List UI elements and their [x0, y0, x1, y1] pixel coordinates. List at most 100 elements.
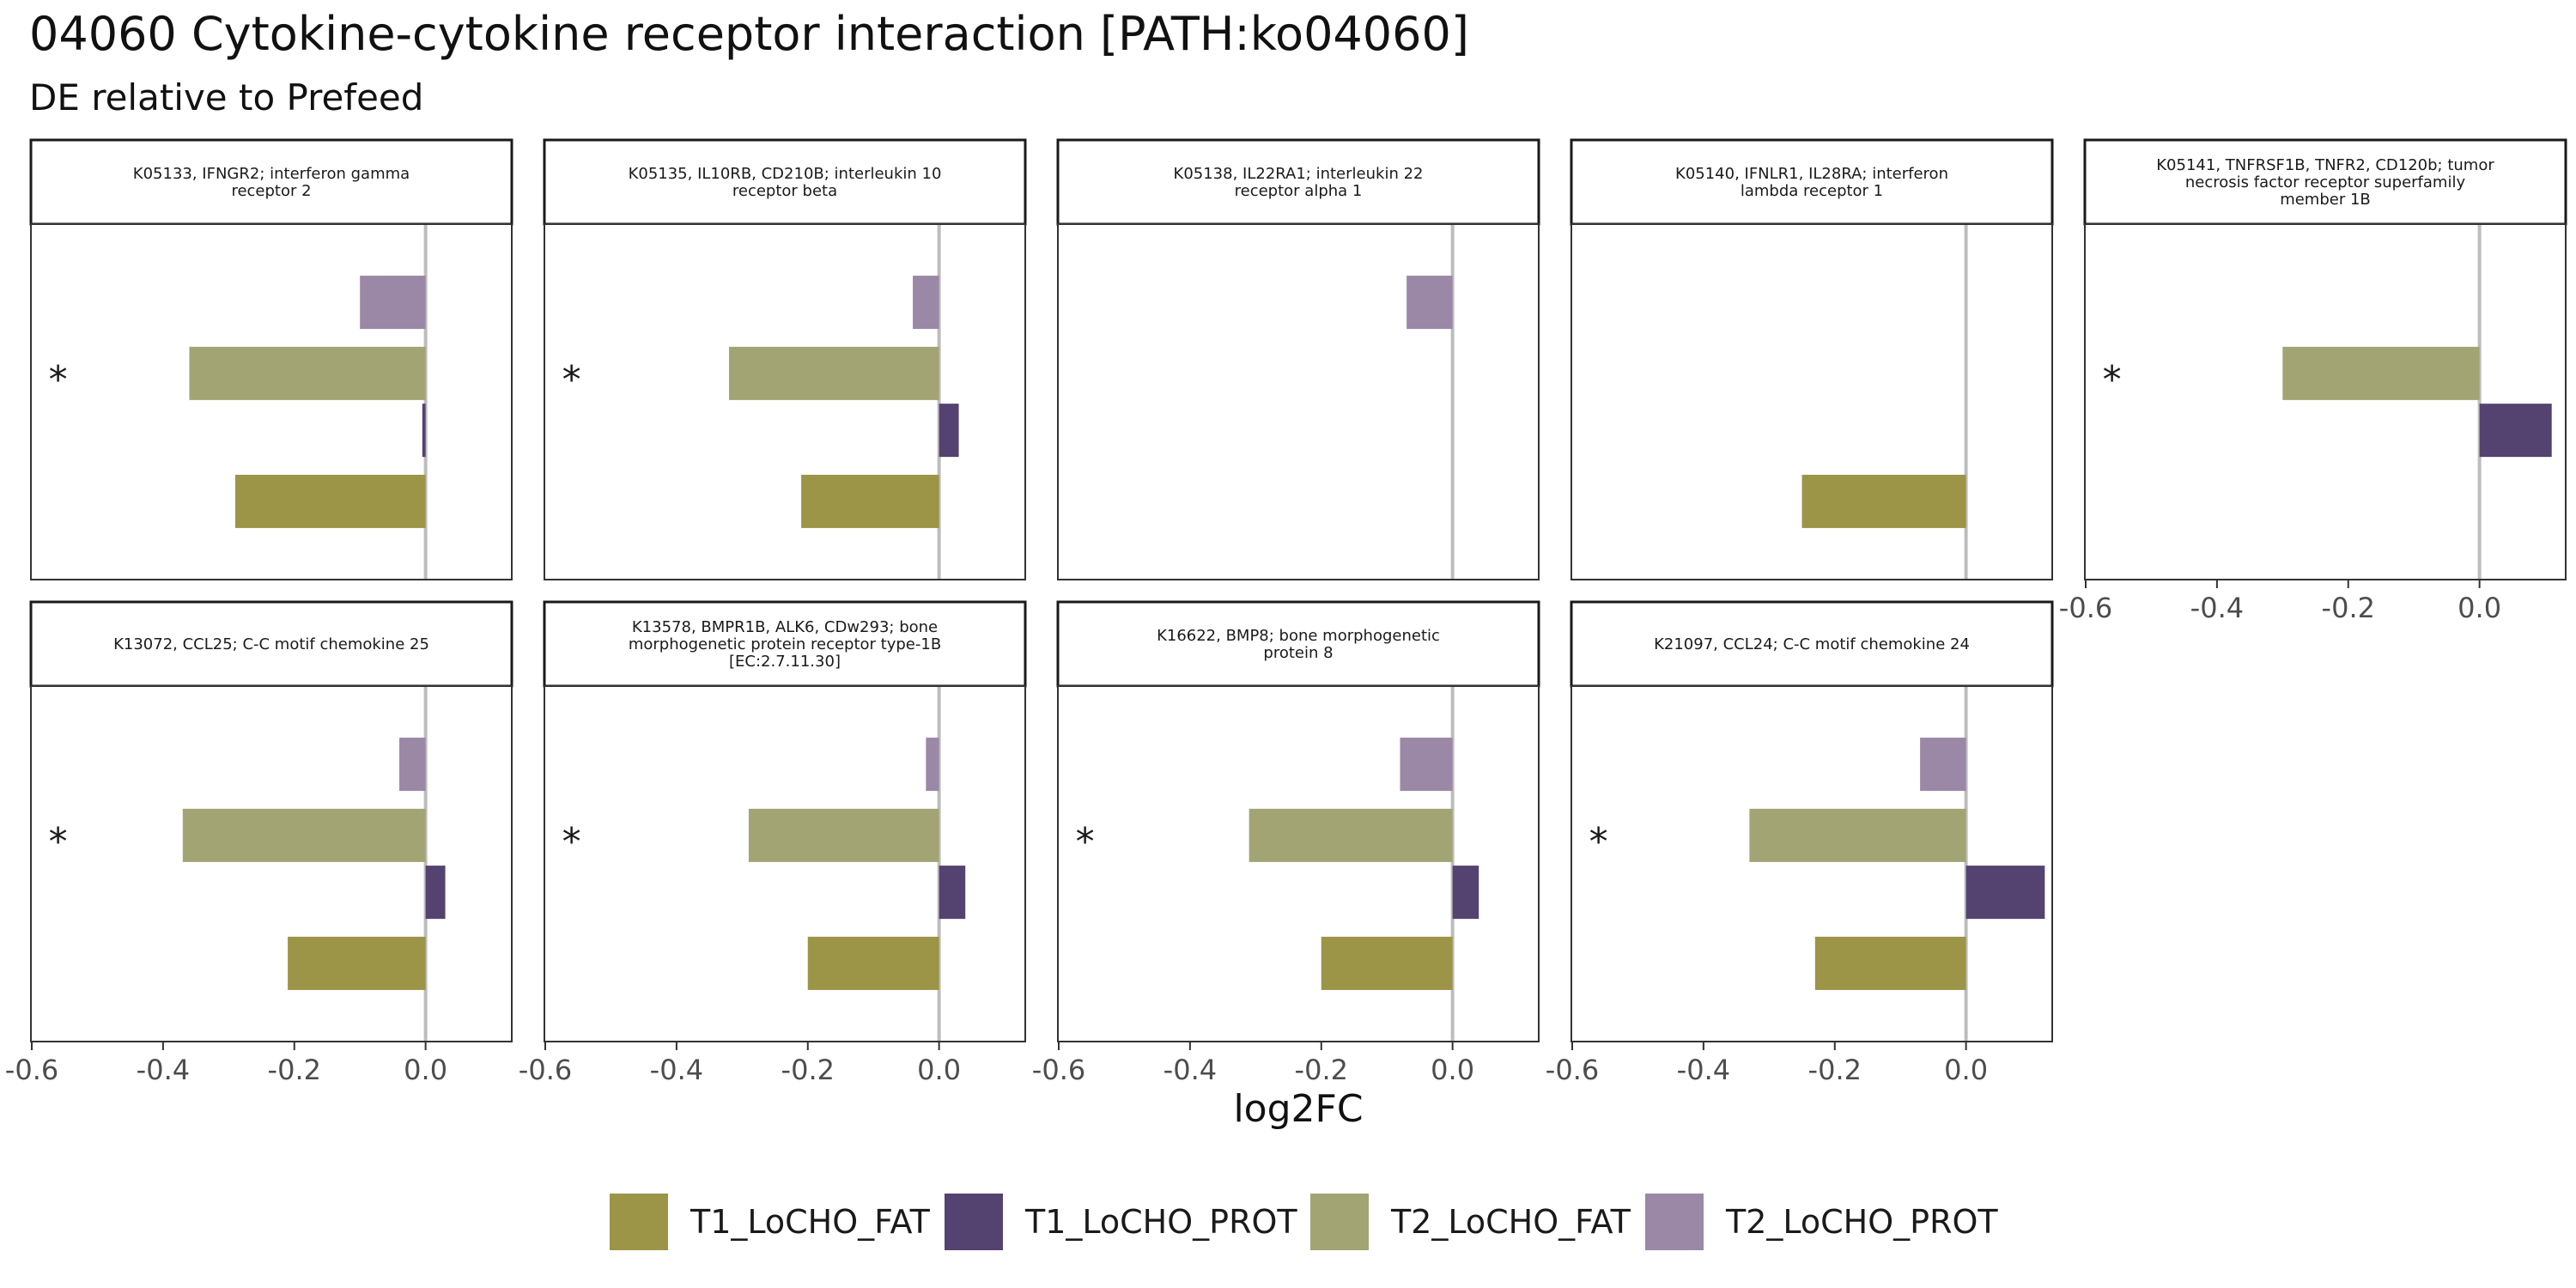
- facet-label: K13072, CCL25; C-C motif chemokine 25: [113, 635, 429, 653]
- bar-t1-locho-prot: [2479, 404, 2552, 458]
- bar-t1-locho-prot: [425, 866, 446, 920]
- facet-label: receptor alpha 1: [1235, 182, 1363, 200]
- facet-label: K16622, BMP8; bone morphogenetic: [1157, 627, 1440, 645]
- x-tick-label: 0.0: [1431, 1054, 1474, 1086]
- facet-strip: [543, 600, 1027, 688]
- x-tick-label: -0.6: [1546, 1054, 1599, 1086]
- bar-t1-locho-fat: [234, 474, 426, 528]
- facet-label: member 1B: [2280, 191, 2371, 209]
- bar-t2-locho-prot: [1406, 276, 1453, 330]
- facet-panel: K16622, BMP8; bone morphogeneticprotein …: [1032, 600, 1540, 1086]
- bar-t2-locho-fat: [748, 808, 939, 862]
- legend-item: T2_LoCHO_FAT: [1310, 1194, 1631, 1250]
- panel-frame: [544, 223, 1026, 580]
- x-tick-label: -0.4: [1163, 1054, 1217, 1086]
- facet-label: K21097, CCL24; C-C motif chemokine 24: [1654, 635, 1970, 653]
- facet-label: protein 8: [1263, 644, 1333, 662]
- facet-panel: K05133, IFNGR2; interferon gammareceptor…: [29, 138, 513, 580]
- bar-t1-locho-fat: [288, 936, 426, 990]
- legend-swatch: [945, 1194, 1003, 1250]
- significance-star: *: [49, 820, 68, 864]
- x-tick-label: -0.6: [1032, 1054, 1085, 1086]
- facet-panel: K05135, IL10RB, CD210B; interleukin 10re…: [543, 138, 1027, 580]
- facet-label: K05141, TNFRSF1B, TNFR2, CD120b; tumor: [2156, 156, 2494, 174]
- facet-panel: K13578, BMPR1B, ALK6, CDw293; bonemorpho…: [519, 600, 1027, 1086]
- facet-label: lambda receptor 1: [1741, 182, 1883, 200]
- x-tick-label: -0.2: [781, 1054, 835, 1086]
- x-tick-label: 0.0: [1944, 1054, 1988, 1086]
- chart-subtitle: DE relative to Prefeed: [29, 76, 423, 118]
- x-tick-label: -0.4: [2190, 592, 2244, 624]
- panel-frame: [30, 685, 513, 1042]
- legend-label: T2_LoCHO_PROT: [1725, 1203, 1998, 1241]
- facet-label: K05138, IL22RA1; interleukin 22: [1174, 165, 1424, 183]
- bar-t1-locho-prot: [1965, 866, 2045, 920]
- legend-label: T2_LoCHO_FAT: [1390, 1203, 1631, 1241]
- legend-swatch: [1645, 1194, 1704, 1250]
- x-tick-label: -0.6: [5, 1054, 58, 1086]
- x-tick-label: -0.6: [519, 1054, 572, 1086]
- panel-frame: [1057, 685, 1540, 1042]
- facet-label: K05133, IFNGR2; interferon gamma: [133, 165, 410, 183]
- legend-item: T1_LoCHO_PROT: [945, 1194, 1297, 1250]
- facet-panels: K05133, IFNGR2; interferon gammareceptor…: [5, 138, 2567, 1086]
- x-tick-label: -0.2: [1295, 1054, 1348, 1086]
- x-tick-label: -0.2: [268, 1054, 321, 1086]
- bar-t2-locho-fat: [729, 346, 939, 400]
- panel-frame: [1571, 685, 2053, 1042]
- bar-t2-locho-fat: [1749, 808, 1966, 862]
- facet-strip: [29, 600, 513, 688]
- legend-swatch: [1310, 1194, 1369, 1250]
- panel-frame: [2084, 223, 2567, 580]
- bar-t1-locho-fat: [801, 474, 939, 528]
- significance-star: *: [49, 358, 68, 402]
- legend-item: T2_LoCHO_PROT: [1645, 1194, 1998, 1250]
- significance-star: *: [562, 358, 581, 402]
- chart-title: 04060 Cytokine-cytokine receptor interac…: [29, 7, 1469, 61]
- bar-t2-locho-fat: [189, 346, 426, 400]
- bar-t2-locho-fat: [2282, 346, 2480, 400]
- bar-t1-locho-prot: [939, 404, 959, 458]
- legend-label: T1_LoCHO_FAT: [690, 1203, 931, 1241]
- facet-label: K05135, IL10RB, CD210B; interleukin 10: [629, 165, 942, 183]
- significance-star: *: [1589, 820, 1608, 864]
- bar-t1-locho-prot: [1452, 866, 1479, 920]
- bar-t1-locho-fat: [1321, 936, 1453, 990]
- facet-strip: [1056, 138, 1540, 226]
- legend-item: T1_LoCHO_FAT: [610, 1194, 931, 1250]
- bar-t2-locho-prot: [1400, 738, 1453, 792]
- legend: T1_LoCHO_FAT T1_LoCHO_PROT T2_LoCHO_FAT T2_…: [610, 1194, 1998, 1250]
- significance-star: *: [562, 820, 581, 864]
- facet-strip: [1570, 600, 2054, 688]
- facet-label: K13578, BMPR1B, ALK6, CDw293; bone: [632, 618, 938, 636]
- facet-label: receptor 2: [231, 182, 311, 200]
- x-tick-label: -0.2: [2322, 592, 2375, 624]
- bar-t2-locho-prot: [926, 738, 939, 792]
- facet-panel: K05141, TNFRSF1B, TNFR2, CD120b; tumorne…: [2059, 138, 2567, 624]
- bar-t1-locho-prot: [939, 866, 966, 920]
- bar-t1-locho-fat: [1814, 936, 1966, 990]
- bar-t2-locho-fat: [182, 808, 426, 862]
- x-tick-label: 0.0: [2458, 592, 2501, 624]
- bar-t2-locho-prot: [399, 738, 426, 792]
- bar-t2-locho-prot: [360, 276, 426, 330]
- facet-panel: K21097, CCL24; C-C motif chemokine 24 * -0…: [1546, 600, 2054, 1086]
- facet-label: necrosis factor receptor superfamily: [2185, 173, 2466, 191]
- panel-frame: [544, 685, 1026, 1042]
- panel-frame: [1057, 223, 1540, 580]
- facet-label: K05140, IFNLR1, IL28RA; interferon: [1675, 165, 1948, 183]
- bar-t1-locho-prot: [422, 404, 426, 458]
- x-axis-label: log2FC: [1233, 1087, 1363, 1131]
- bar-t1-locho-fat: [1801, 474, 1966, 528]
- significance-star: *: [1076, 820, 1095, 864]
- x-tick-label: 0.0: [404, 1054, 447, 1086]
- facet-strip: [2083, 138, 2567, 226]
- facet-strip: [1056, 600, 1540, 688]
- facet-panel: K13072, CCL25; C-C motif chemokine 25 * -0…: [5, 600, 513, 1086]
- x-tick-label: -0.6: [2059, 592, 2112, 624]
- x-tick-label: -0.4: [650, 1054, 703, 1086]
- bar-t2-locho-fat: [1249, 808, 1453, 862]
- legend-swatch: [610, 1194, 668, 1250]
- x-tick-label: -0.4: [1677, 1054, 1730, 1086]
